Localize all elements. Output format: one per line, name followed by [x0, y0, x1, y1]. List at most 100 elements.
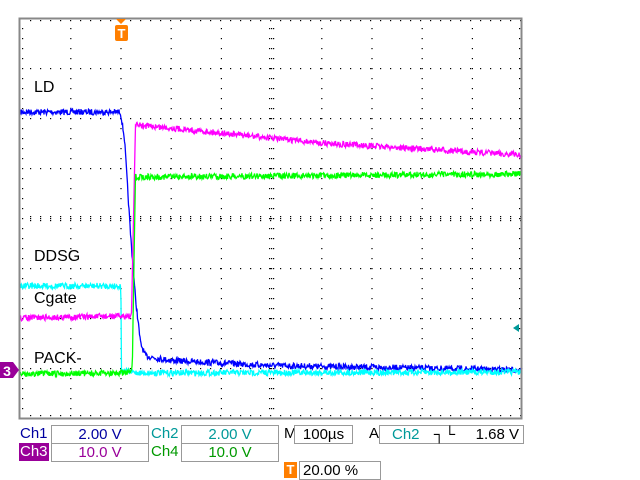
tick [510, 415, 512, 417]
grid-dot [270, 368, 272, 370]
grid-dot [170, 168, 172, 170]
grid-dot [120, 138, 122, 140]
grid-dot [471, 398, 473, 400]
grid-dot [371, 68, 373, 70]
grid-dot [170, 248, 172, 250]
timebase-value[interactable]: 100µs [294, 425, 353, 444]
ch2-scale[interactable]: 2.00 V [181, 425, 279, 444]
ch4-label[interactable]: Ch4 [151, 443, 179, 460]
grid-dot [321, 388, 323, 390]
grid-dot [271, 148, 273, 150]
grid-dot [170, 268, 172, 270]
trace-ch4 [19, 169, 523, 379]
tick [380, 20, 382, 22]
grid-dot [471, 328, 473, 330]
tick [519, 408, 521, 410]
grid-dot [360, 118, 362, 120]
ch1-scale[interactable]: 2.00 V [51, 425, 149, 444]
tick [40, 20, 42, 22]
ch4-scale[interactable]: 10.0 V [181, 443, 279, 462]
tick [30, 216, 32, 218]
tick [273, 218, 275, 220]
grid-dot [371, 318, 373, 320]
grid-dot [130, 318, 132, 320]
tick [190, 220, 192, 222]
tick [280, 216, 282, 218]
ch3-ground-marker[interactable]: 3 [0, 362, 19, 379]
grid-dot [321, 98, 323, 100]
grid-dot [271, 158, 273, 160]
grid-dot [150, 168, 152, 170]
tick [340, 415, 342, 417]
tick [360, 20, 362, 22]
grid-dot [300, 318, 302, 320]
tick [410, 220, 412, 222]
grid-dot [270, 168, 272, 170]
grid-dot [80, 268, 82, 270]
ch3-scale[interactable]: 10.0 V [51, 443, 149, 462]
grid-dot [220, 148, 222, 150]
grid-dot [220, 338, 222, 340]
tick [310, 216, 312, 218]
tick [22, 108, 24, 110]
grid-dot [421, 328, 423, 330]
tick [370, 216, 372, 218]
grid-dot [321, 218, 323, 220]
tick [280, 415, 282, 417]
tick [273, 188, 275, 190]
tick [273, 128, 275, 130]
tick [90, 415, 92, 417]
tick [170, 216, 172, 218]
grid-dot [70, 168, 72, 170]
grid-dot [250, 218, 252, 220]
trigger-position-marker[interactable]: T [115, 19, 128, 41]
grid-dot [471, 218, 473, 220]
grid-dot [120, 78, 122, 80]
tick [140, 216, 142, 218]
trigger-position-value[interactable]: 20.00 % [299, 461, 381, 480]
trigger-readout[interactable]: Ch2 ┐└ 1.68 V [379, 425, 524, 444]
grid-dot [320, 168, 322, 170]
tick [310, 220, 312, 222]
grid-dot [380, 68, 382, 70]
grid-dot [321, 48, 323, 50]
tick [150, 415, 152, 417]
ch1-label[interactable]: Ch1 [20, 425, 48, 442]
tick [440, 220, 442, 222]
tick [22, 378, 24, 380]
grid-dot [421, 188, 423, 190]
tick [350, 220, 352, 222]
grid-dot [40, 218, 42, 220]
tick [480, 216, 482, 218]
grid-dot [90, 68, 92, 70]
tick [269, 388, 271, 390]
graticule [22, 20, 522, 417]
tick [240, 216, 242, 218]
grid-dot [321, 278, 323, 280]
grid-dot [471, 248, 473, 250]
tick [269, 168, 271, 170]
grid-dot [50, 268, 52, 270]
trigger-level-marker[interactable] [513, 324, 519, 332]
tick [22, 168, 24, 170]
grid-dot [390, 68, 392, 70]
tick [519, 128, 521, 130]
tick [330, 20, 332, 22]
grid-dot [110, 118, 112, 120]
tick [270, 20, 272, 22]
tick [470, 216, 472, 218]
grid-dot [70, 88, 72, 90]
tick [22, 78, 24, 80]
tick [220, 216, 222, 218]
tick [470, 20, 472, 22]
grid-dot [371, 328, 373, 330]
grid-dot [240, 318, 242, 320]
grid-dot [200, 68, 202, 70]
grid-dot [230, 368, 232, 370]
ch2-label[interactable]: Ch2 [151, 425, 179, 442]
grid-dot [510, 318, 512, 320]
grid-dot [321, 118, 323, 120]
grid-dot [180, 68, 182, 70]
ch3-label[interactable]: Ch3 [19, 443, 49, 461]
tick [269, 38, 271, 40]
